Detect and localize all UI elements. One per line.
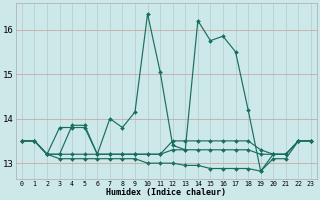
X-axis label: Humidex (Indice chaleur): Humidex (Indice chaleur) [107,188,227,197]
